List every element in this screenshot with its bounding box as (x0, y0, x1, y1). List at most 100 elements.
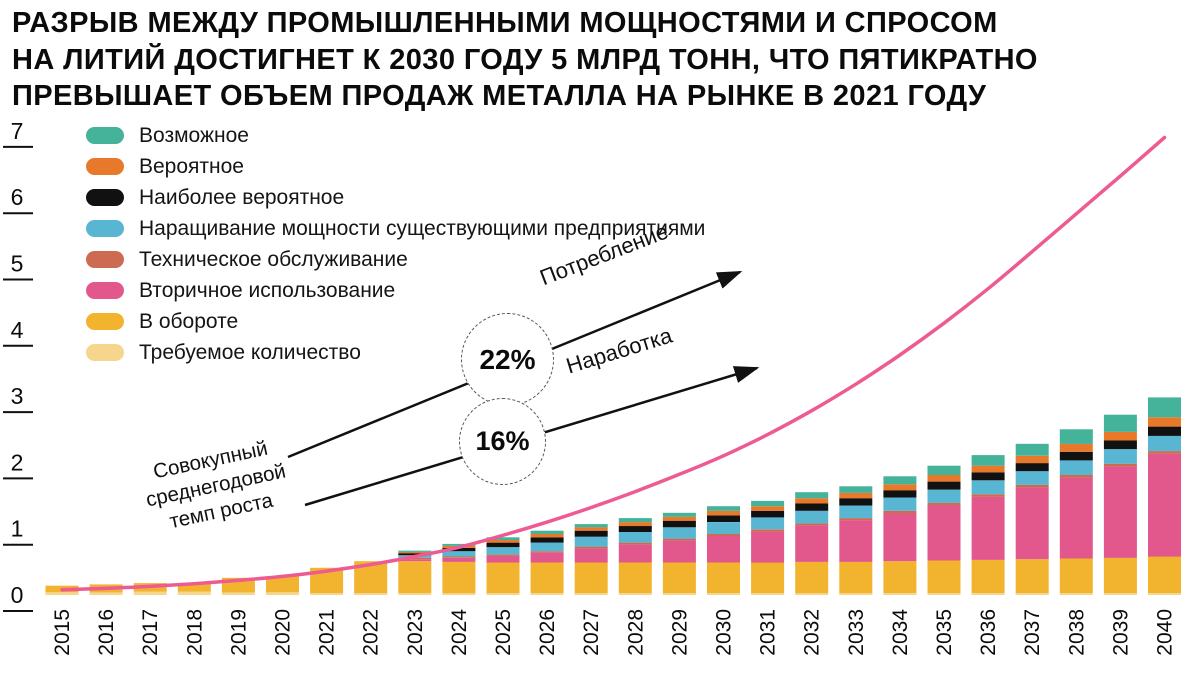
bar-segment (530, 593, 564, 595)
legend-item-1: Вероятное (86, 151, 705, 182)
legend-item-7: Требуемое количество (86, 337, 705, 368)
legend-label: В обороте (139, 309, 239, 333)
bar-segment (133, 591, 167, 595)
bar-segment (927, 505, 961, 561)
bar-segment (398, 553, 432, 556)
x-tick-label: 2035 (933, 609, 956, 656)
legend-item-3: Наращивание мощности существующими предп… (86, 213, 705, 244)
x-tick-label: 2017 (139, 609, 162, 656)
bar-segment (1015, 484, 1049, 488)
bar-segment (486, 555, 520, 563)
bar-segment (839, 593, 873, 595)
bar-segment (618, 542, 652, 545)
bar-segment (883, 476, 917, 485)
bar-segment (707, 534, 740, 536)
bar-2031 (751, 500, 785, 595)
bar-segment (662, 527, 696, 539)
bar-segment (574, 562, 608, 593)
bar-segment (707, 593, 740, 595)
bar-segment (486, 540, 520, 543)
bar-segment (795, 503, 829, 511)
bar-segment (530, 562, 564, 593)
legend-label: Возможное (139, 123, 249, 147)
bar-segment (1059, 558, 1093, 593)
bar-segment (574, 530, 608, 537)
bar-segment (662, 516, 696, 521)
bar-segment (486, 537, 520, 540)
x-tick-label: 2036 (977, 609, 1000, 656)
bar-segment (486, 554, 520, 556)
bar-segment (971, 496, 1005, 560)
bar-segment (662, 562, 696, 593)
bar-segment (1059, 477, 1093, 559)
legend-item-2: Наиболее вероятное (86, 182, 705, 213)
bar-segment (530, 537, 564, 543)
bar-segment (883, 561, 917, 593)
bar-2032 (795, 492, 829, 595)
x-tick-label: 2030 (713, 609, 736, 656)
bar-segment (707, 510, 740, 516)
legend-swatch (86, 313, 124, 330)
chart-title-line-2: НА ЛИТИЙ ДОСТИГНЕТ К 2030 ГОДУ 5 МЛРД ТО… (12, 43, 1038, 76)
y-tick-label: 3 (11, 383, 24, 409)
bar-segment (618, 518, 652, 523)
bar-segment (354, 593, 388, 595)
bar-segment (530, 551, 564, 553)
chart-title: РАЗРЫВ МЕЖДУ ПРОМЫШЛЕННЫМИ МОЩНОСТЯМИ И … (12, 5, 1192, 115)
legend-swatch (86, 127, 124, 144)
bar-segment (266, 592, 299, 595)
bar-segment (1103, 414, 1137, 432)
bar-segment (221, 592, 255, 595)
bar-segment (883, 510, 917, 514)
bar-segment (486, 562, 520, 593)
bar-segment (662, 593, 696, 595)
x-tick-label: 2028 (624, 609, 647, 656)
bar-segment (707, 515, 740, 522)
bar-segment (1015, 593, 1049, 595)
bar-segment (795, 525, 829, 562)
x-tick-label: 2018 (183, 609, 206, 656)
bar-segment (1059, 451, 1093, 461)
bar-segment (971, 559, 1005, 593)
bar-segment (398, 561, 432, 593)
bar-segment (707, 536, 740, 563)
bar-segment (971, 593, 1005, 595)
legend-swatch (86, 251, 124, 268)
bar-segment (1015, 471, 1049, 485)
bar-segment (883, 484, 917, 491)
y-tick-label: 5 (11, 251, 24, 277)
bar-segment (1103, 466, 1137, 558)
bar-segment (839, 498, 873, 506)
bar-segment (839, 520, 873, 562)
legend-item-4: Техническое обслуживание (86, 244, 705, 275)
bar-segment (442, 556, 476, 558)
bar-2039 (1103, 414, 1137, 595)
bar-segment (662, 540, 696, 563)
bar-segment (574, 548, 608, 563)
y-tick-label: 7 (11, 118, 24, 144)
legend-label: Вероятное (139, 154, 244, 178)
bar-segment (530, 552, 564, 563)
bar-segment (1103, 463, 1137, 467)
bar-segment (662, 538, 696, 541)
bar-segment (1148, 593, 1181, 595)
bar-segment (751, 562, 785, 593)
bar-segment (839, 492, 873, 499)
bar-segment (971, 494, 1005, 497)
bar-segment (662, 512, 696, 517)
bar-2040 (1148, 397, 1181, 595)
bar-segment (839, 486, 873, 493)
bar-segment (927, 560, 961, 593)
legend-item-6: В обороте (86, 306, 705, 337)
bar-segment (1148, 435, 1181, 452)
bar-segment (618, 532, 652, 543)
bar-2034 (883, 476, 917, 595)
legend-label: Вторичное использование (139, 278, 396, 302)
legend-swatch (86, 158, 124, 175)
bar-segment (177, 591, 211, 595)
bar-segment (927, 475, 961, 482)
bar-2029 (662, 512, 696, 595)
x-tick-label: 2040 (1154, 609, 1177, 656)
bar-segment (574, 536, 608, 547)
bar-segment (751, 593, 785, 595)
